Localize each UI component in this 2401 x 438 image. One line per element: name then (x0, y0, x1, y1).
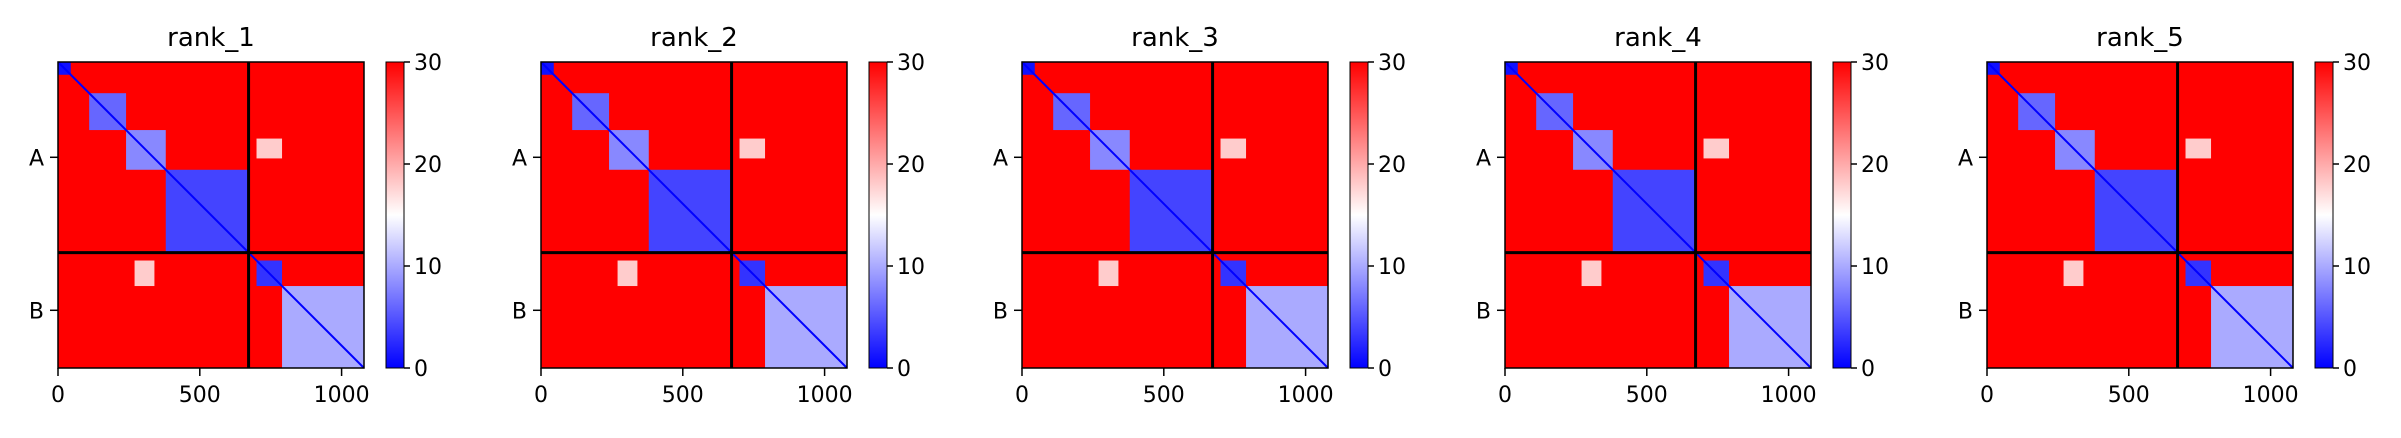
heatmap-diagonal (1504, 61, 1812, 369)
colorbar-tick-label: 0 (1378, 357, 1392, 382)
x-tick-label: 1000 (2243, 383, 2299, 408)
colorbar-tick-label: 10 (1861, 255, 1889, 280)
x-tick-label: 1000 (797, 383, 853, 408)
x-tick-label: 1000 (1761, 383, 1817, 408)
heatmap-diagonal (1986, 61, 2294, 369)
chain-label: A (1958, 146, 1973, 171)
colorbar-tick-label: 30 (1861, 51, 1889, 76)
heatmap-diagonal (1021, 61, 1329, 369)
colorbar-frame (2314, 61, 2334, 369)
colorbar-tick-label: 20 (1378, 153, 1406, 178)
colorbar-tick-label: 30 (2343, 51, 2371, 76)
panel-title: rank_5 (2096, 23, 2184, 53)
heatmap-block (1581, 260, 1602, 287)
x-tick-label: 0 (1498, 383, 1512, 408)
heatmap-block (1098, 260, 1119, 287)
colorbar-tick-label: 0 (414, 357, 428, 382)
x-tick-label: 0 (1980, 383, 1994, 408)
heatmap-block (739, 138, 766, 159)
x-tick-label: 1000 (1278, 383, 1334, 408)
heatmap-block (1220, 138, 1247, 159)
x-tick-label: 0 (51, 383, 65, 408)
heatmap-block (2063, 260, 2084, 287)
colorbar (386, 62, 404, 368)
colorbar-tick-label: 30 (897, 51, 925, 76)
panel-frame (57, 61, 365, 369)
colorbar-tick-label: 10 (414, 255, 442, 280)
colorbar-frame (1832, 61, 1852, 369)
heatmap-block (1703, 138, 1730, 159)
panel-frame (1986, 61, 2294, 369)
colorbar (2315, 62, 2333, 368)
colorbar (869, 62, 887, 368)
x-tick-label: 500 (662, 383, 704, 408)
colorbar-tick-label: 10 (897, 255, 925, 280)
colorbar-tick-label: 20 (1861, 153, 1889, 178)
chain-label: B (1476, 299, 1491, 324)
panel-frame (540, 61, 848, 369)
heatmap-block (134, 260, 155, 287)
chain-label: B (993, 299, 1008, 324)
colorbar-tick-label: 20 (897, 153, 925, 178)
x-tick-label: 500 (1626, 383, 1668, 408)
panel-title: rank_3 (1131, 23, 1219, 53)
heatmap-block (2185, 138, 2212, 159)
panel-title: rank_1 (167, 23, 255, 53)
heatmap-panel-3: rank_3 0 500 1000 A B 0 10 20 30 (993, 23, 1406, 408)
colorbar (1833, 62, 1851, 368)
heatmap-block (617, 260, 638, 287)
panel-title: rank_2 (650, 23, 738, 53)
x-tick-label: 500 (1143, 383, 1185, 408)
colorbar-tick-label: 30 (1378, 51, 1406, 76)
chain-label: A (512, 146, 527, 171)
heatmap-diagonal (540, 61, 848, 369)
heatmap-block (256, 138, 283, 159)
colorbar-tick-label: 10 (2343, 255, 2371, 280)
heatmap-panel-5: rank_5 0 500 1000 A B 0 10 20 30 (1958, 23, 2371, 408)
heatmap-panel-1: rank_1 0 500 1000 A B 0 10 20 30 (29, 23, 442, 408)
panel-frame (1021, 61, 1329, 369)
colorbar-tick-label: 0 (2343, 357, 2357, 382)
colorbar-tick-label: 20 (2343, 153, 2371, 178)
colorbar-frame (868, 61, 888, 369)
x-tick-label: 0 (1015, 383, 1029, 408)
chain-label: A (993, 146, 1008, 171)
chain-label: A (29, 146, 44, 171)
heatmap-panel-4: rank_4 0 500 1000 A B 0 10 20 30 (1476, 23, 1889, 408)
colorbar (1350, 62, 1368, 368)
colorbar-tick-label: 20 (414, 153, 442, 178)
chain-label: B (29, 299, 44, 324)
colorbar-frame (385, 61, 405, 369)
colorbar-tick-label: 10 (1378, 255, 1406, 280)
colorbar-frame (1349, 61, 1369, 369)
heatmap-diagonal (57, 61, 365, 369)
x-tick-label: 500 (2108, 383, 2150, 408)
x-tick-label: 500 (179, 383, 221, 408)
colorbar-tick-label: 0 (1861, 357, 1875, 382)
colorbar-tick-label: 30 (414, 51, 442, 76)
chain-label: B (512, 299, 527, 324)
panel-title: rank_4 (1614, 23, 1702, 53)
x-tick-label: 1000 (314, 383, 370, 408)
colorbar-tick-label: 0 (897, 357, 911, 382)
chain-label: A (1476, 146, 1491, 171)
x-tick-label: 0 (534, 383, 548, 408)
panel-frame (1504, 61, 1812, 369)
heatmap-panel-2: rank_2 0 500 1000 A B 0 10 20 30 (512, 23, 925, 408)
chain-label: B (1958, 299, 1973, 324)
